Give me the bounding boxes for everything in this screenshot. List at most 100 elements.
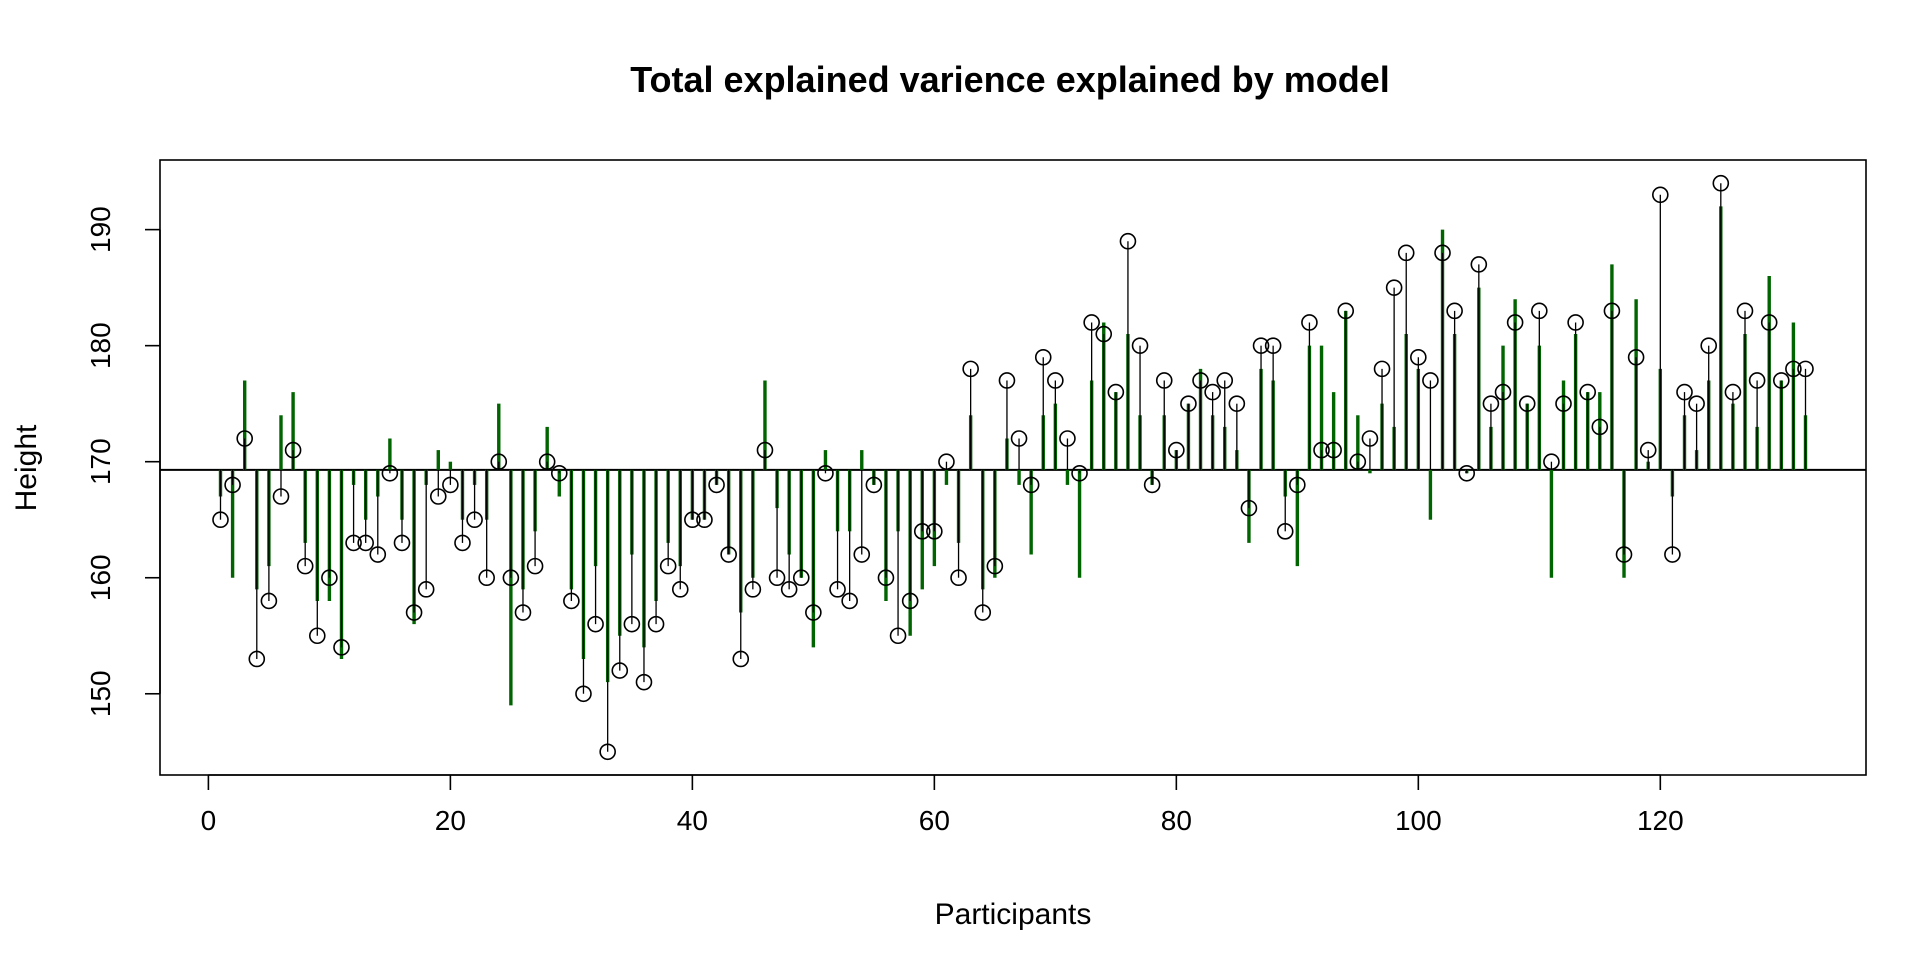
observed-point (1567, 314, 1584, 331)
observed-point (357, 534, 374, 552)
observed-point (1785, 360, 1802, 378)
observed-point (1095, 325, 1113, 343)
observed-point (1531, 302, 1548, 320)
y-axis: 150 160 170 180 190 (85, 206, 161, 717)
observed-point (1591, 418, 1609, 436)
observed-point (224, 476, 241, 494)
observed-point (841, 592, 858, 610)
observed-point (1192, 372, 1209, 389)
plot-frame (159, 159, 1867, 776)
observed-point (466, 511, 483, 529)
observed-point (950, 569, 967, 587)
observed-point (1470, 256, 1488, 273)
observed-point (1724, 383, 1742, 401)
observed-point (1397, 244, 1415, 262)
observed-point (635, 673, 653, 691)
y-tick-label: 160 (85, 554, 116, 601)
observed-point (1047, 372, 1064, 389)
observed-point (502, 569, 520, 587)
observed-point (623, 615, 641, 633)
observed-point (260, 592, 278, 610)
observed-point (1760, 314, 1778, 331)
observed-point (1071, 465, 1088, 482)
observed-point (454, 534, 471, 552)
observed-point (1676, 383, 1693, 401)
observed-point (1579, 383, 1597, 401)
observed-point (865, 476, 883, 494)
observed-point (1168, 441, 1185, 459)
x-tick-label: 80 (1161, 805, 1192, 836)
observed-point (1458, 465, 1476, 482)
observed-point (1446, 302, 1463, 320)
observed-point (272, 488, 290, 505)
observed-point (599, 743, 616, 761)
x-tick-label: 100 (1395, 805, 1442, 836)
observed-point (1143, 476, 1161, 494)
observed-point (284, 441, 302, 459)
observed-point (369, 546, 387, 563)
observed-point (1083, 314, 1100, 331)
residual-segments (218, 183, 1808, 752)
observed-point (1264, 337, 1282, 354)
observed-point (671, 581, 689, 598)
x-axis: 0 20 40 60 80 100 120 (201, 774, 1684, 836)
y-tick-label: 190 (85, 206, 116, 253)
observed-point (563, 592, 580, 610)
observed-point (1773, 372, 1790, 389)
observed-point (1736, 302, 1754, 320)
observed-point (236, 430, 253, 447)
observed-point (805, 604, 822, 621)
observed-point (913, 523, 931, 540)
observed-point (1119, 232, 1137, 250)
observed-point (248, 650, 266, 668)
observed-point (1289, 476, 1306, 494)
observed-point (1615, 546, 1633, 563)
observed-point (575, 685, 592, 703)
y-tick-label: 180 (85, 322, 116, 369)
observed-point (321, 569, 338, 587)
observed-point (1349, 453, 1367, 470)
observed-point (986, 557, 1004, 575)
observed-point (708, 476, 725, 494)
observed-point (889, 627, 907, 645)
x-tick-label: 40 (677, 805, 708, 836)
observed-point (1240, 499, 1258, 517)
observed-point (417, 581, 435, 598)
observed-point (720, 546, 737, 563)
observed-point (1325, 441, 1342, 459)
observed-point (381, 465, 399, 482)
observed-point (526, 557, 544, 575)
y-axis-label: Height (10, 424, 43, 511)
observed-point (792, 569, 810, 587)
observed-point (829, 581, 846, 598)
observed-point (998, 372, 1016, 389)
observed-point (684, 511, 701, 529)
observed-point (514, 604, 532, 621)
observed-point (1313, 441, 1330, 459)
observed-point (1700, 337, 1718, 354)
observed-point (1131, 337, 1149, 354)
observed-point (1228, 395, 1246, 412)
observed-point (1639, 441, 1657, 459)
observed-point (659, 557, 677, 575)
observed-point (938, 453, 955, 470)
observed-point (393, 534, 411, 552)
observed-point (1434, 244, 1451, 262)
observed-point (333, 639, 350, 656)
observed-point (405, 604, 423, 621)
observed-point (1518, 395, 1536, 412)
observed-point (744, 581, 762, 598)
observed-point (550, 465, 568, 482)
observed-point (1373, 360, 1391, 378)
observed-point (962, 360, 979, 378)
observed-point (1482, 395, 1500, 412)
observed-point (853, 546, 871, 563)
observed-point (696, 511, 713, 529)
observed-point (756, 441, 774, 459)
observed-point (1361, 430, 1379, 447)
observed-point (490, 453, 508, 470)
x-tick-label: 0 (201, 805, 217, 836)
observed-point (1301, 314, 1318, 331)
observed-point (1506, 314, 1524, 331)
